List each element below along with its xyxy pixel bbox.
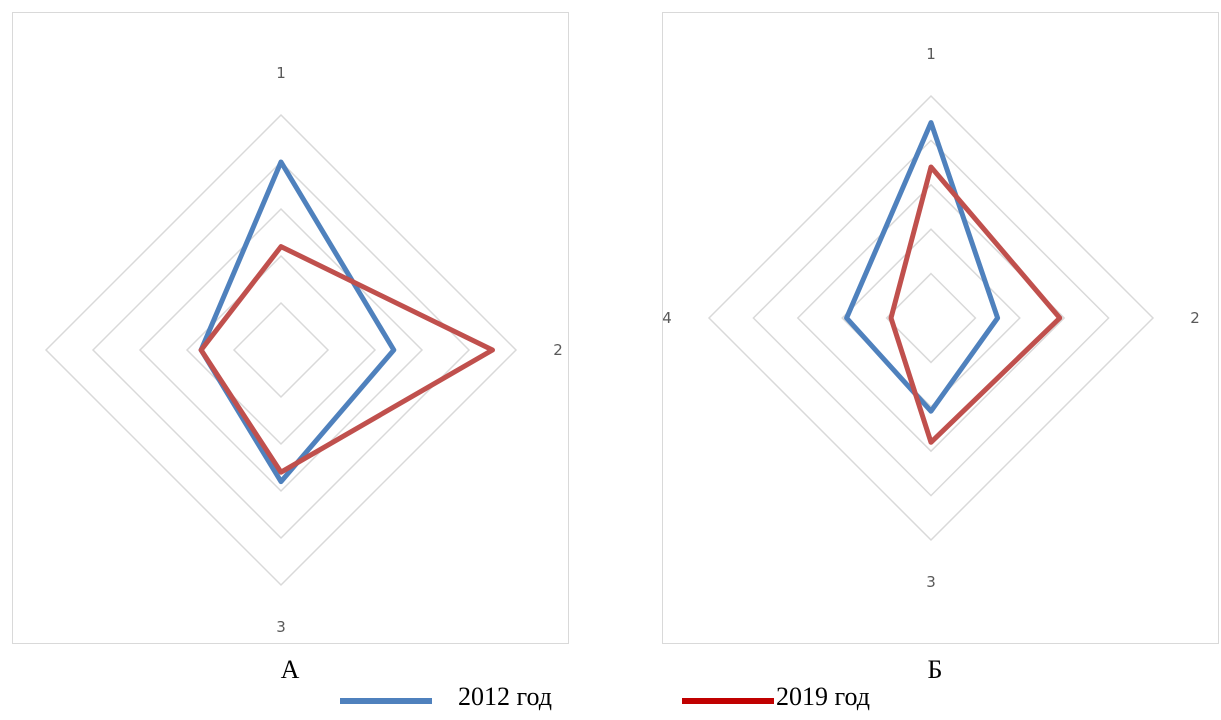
panel-caption-b: Б <box>927 655 943 684</box>
legend-label-2012: 2012 год <box>458 682 552 711</box>
legend: 2012 год 2019 год <box>340 682 960 718</box>
grid-ring-a-1 <box>232 301 330 399</box>
radar-chart-b-plot: 1 2 3 4 <box>663 45 1200 591</box>
series-line-b-2012 <box>844 120 1001 414</box>
axis-label-a-3: 3 <box>276 618 286 636</box>
grid-ring-a-4 <box>91 160 471 540</box>
grid-ring-a-3 <box>138 207 424 493</box>
axis-label-a-2: 2 <box>553 341 563 359</box>
radar-chart-b: 1 2 3 4 <box>662 12 1219 644</box>
panel-caption-a: А <box>280 655 300 684</box>
axis-label-b-4: 4 <box>663 309 672 327</box>
series-line-a-2012 <box>198 159 397 485</box>
series-line-a-2019 <box>198 244 495 475</box>
grid-ring-a-2 <box>185 254 377 446</box>
axis-label-a-1: 1 <box>276 64 286 82</box>
grid-ring-b-4 <box>752 139 1110 497</box>
legend-swatch-2019 <box>682 698 774 704</box>
axis-label-b-3: 3 <box>926 573 936 591</box>
grid-ring-b-2 <box>841 228 1021 408</box>
grid-ring-b-5 <box>707 94 1155 542</box>
axis-label-b-2: 2 <box>1190 309 1200 327</box>
grid-ring-b-1 <box>885 272 977 364</box>
axis-label-b-1: 1 <box>926 45 936 63</box>
grid-ring-a-5 <box>44 113 518 587</box>
series-line-b-2019 <box>888 164 1063 445</box>
legend-swatch-2012 <box>340 698 432 704</box>
legend-label-2019: 2019 год <box>776 682 870 711</box>
